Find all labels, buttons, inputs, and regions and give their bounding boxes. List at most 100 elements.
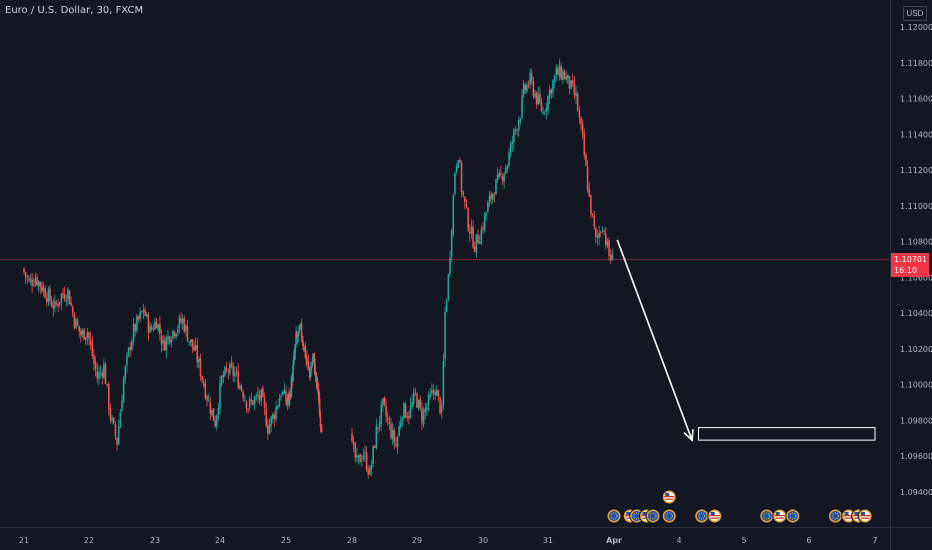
candle-body (262, 387, 264, 398)
candle-body (369, 467, 371, 475)
candle-body (222, 375, 225, 378)
candle-body (382, 398, 384, 406)
candle-body (317, 393, 320, 399)
candle-body (524, 85, 527, 91)
candle-body (180, 318, 182, 323)
candle-body (521, 95, 523, 118)
candle-body (103, 364, 105, 378)
candle-body (119, 412, 122, 428)
candle-body (317, 384, 320, 395)
candle-body (445, 300, 448, 312)
candle-body (117, 426, 120, 445)
candle-body (93, 355, 95, 364)
candle-body (99, 372, 102, 373)
candle-body (165, 337, 168, 351)
currency-label[interactable]: USD (903, 6, 927, 21)
x-tick-label: 24 (215, 536, 225, 545)
candle-body (452, 195, 455, 233)
candle-body (478, 242, 481, 245)
candle-body (557, 68, 559, 75)
candle-body (60, 293, 63, 303)
candle-body (186, 325, 189, 342)
candle-body (310, 366, 313, 370)
candle-body (449, 257, 451, 274)
candle-body (398, 426, 400, 437)
candle-body (576, 94, 579, 111)
candle-body (217, 408, 220, 416)
candle-body (404, 404, 407, 418)
candle-body (537, 94, 540, 105)
us-stripe-icon (709, 515, 720, 517)
candle-body (598, 233, 600, 238)
candle-body (237, 371, 239, 389)
candle-body (149, 325, 151, 333)
candle-body (357, 455, 360, 458)
candle-body (297, 331, 300, 336)
candle-body (459, 160, 461, 163)
candle-body (496, 174, 499, 181)
y-tick-label: 1.10600 (900, 273, 932, 282)
candle-body (139, 311, 141, 319)
candle-body (168, 336, 171, 343)
candle-body (108, 383, 110, 410)
candle-body (401, 417, 404, 423)
candle-body (509, 143, 512, 155)
y-tick-label: 1.09400 (900, 488, 932, 497)
candle-body (352, 441, 355, 445)
candle-body (136, 316, 138, 331)
candle-body (185, 325, 187, 331)
us-canton-icon (626, 512, 631, 515)
candle-body (257, 394, 259, 397)
us-stripe-icon (843, 515, 854, 517)
candle-body (292, 366, 294, 382)
candle-body (94, 361, 97, 370)
candle-body (296, 334, 298, 337)
x-tick-label: 30 (478, 536, 488, 545)
candle-body (409, 405, 412, 417)
candle-body (86, 332, 89, 338)
candle-body (47, 289, 50, 303)
candle-body (408, 415, 410, 419)
candle-body (152, 328, 155, 330)
candle-body (568, 76, 571, 89)
candle-body (514, 129, 517, 130)
candle-body (372, 446, 374, 464)
candle-body (239, 385, 241, 389)
candle-body (373, 445, 376, 448)
candle-body (567, 74, 569, 79)
candle-body (542, 112, 544, 113)
candle-body (578, 110, 581, 117)
candle-body (493, 195, 496, 197)
candle-body (162, 339, 164, 344)
candle-body (318, 397, 320, 399)
candle-body (229, 364, 231, 374)
candle-body (444, 312, 446, 360)
candle-body (52, 305, 55, 309)
candle-body (58, 302, 61, 305)
candle-body (247, 408, 249, 410)
candle-body (601, 231, 604, 233)
candle-body (573, 83, 576, 96)
candle-body (526, 84, 528, 92)
candle-body (250, 400, 253, 401)
candle-body (227, 370, 230, 373)
y-tick-label: 1.11400 (900, 130, 932, 139)
candle-body (285, 390, 287, 402)
candle-body (144, 310, 146, 316)
candle-body (319, 413, 321, 418)
candle-body (299, 327, 301, 329)
price-axis-divider (890, 0, 891, 550)
candle-body (202, 381, 205, 386)
y-tick-label: 1.10400 (900, 309, 932, 318)
y-tick-label: 1.11600 (900, 95, 932, 104)
candle-body (253, 396, 256, 405)
candle-body (157, 324, 160, 330)
candle-body (178, 317, 181, 329)
candle-body (377, 427, 379, 429)
candle-body (427, 395, 430, 406)
candle-body (455, 166, 458, 172)
candle-body (260, 389, 263, 402)
candle-body (490, 194, 492, 200)
x-tick-label: 4 (676, 536, 681, 545)
